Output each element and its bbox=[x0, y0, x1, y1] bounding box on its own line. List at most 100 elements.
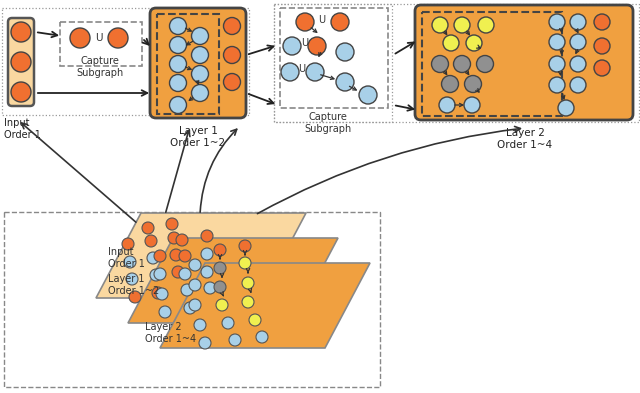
Bar bbox=[60, 22, 142, 66]
Text: U: U bbox=[301, 38, 308, 48]
Circle shape bbox=[176, 234, 188, 246]
Circle shape bbox=[464, 97, 480, 113]
Circle shape bbox=[442, 75, 458, 92]
Circle shape bbox=[170, 18, 186, 35]
Circle shape bbox=[150, 269, 162, 281]
Circle shape bbox=[549, 77, 565, 93]
Circle shape bbox=[154, 250, 166, 262]
Circle shape bbox=[191, 28, 209, 44]
Circle shape bbox=[199, 337, 211, 349]
Circle shape bbox=[558, 100, 574, 116]
FancyBboxPatch shape bbox=[415, 5, 633, 120]
Circle shape bbox=[129, 291, 141, 303]
Circle shape bbox=[549, 14, 565, 30]
Circle shape bbox=[189, 299, 201, 311]
Circle shape bbox=[166, 218, 178, 230]
Circle shape bbox=[70, 28, 90, 48]
Circle shape bbox=[594, 60, 610, 76]
Circle shape bbox=[223, 46, 241, 64]
Circle shape bbox=[478, 17, 494, 33]
Bar bbox=[422, 12, 562, 116]
Circle shape bbox=[201, 230, 213, 242]
Circle shape bbox=[439, 97, 455, 113]
Text: Capture
Subgraph: Capture Subgraph bbox=[76, 56, 124, 77]
Circle shape bbox=[179, 268, 191, 280]
Circle shape bbox=[179, 250, 191, 262]
Text: Layer 1
Order 1~2: Layer 1 Order 1~2 bbox=[108, 274, 159, 296]
Circle shape bbox=[359, 86, 377, 104]
Circle shape bbox=[126, 273, 138, 285]
Circle shape bbox=[229, 334, 241, 346]
Circle shape bbox=[214, 281, 226, 293]
Circle shape bbox=[281, 63, 299, 81]
Text: Layer 2
Order 1~4: Layer 2 Order 1~4 bbox=[497, 128, 552, 150]
Circle shape bbox=[222, 317, 234, 329]
Circle shape bbox=[306, 63, 324, 81]
Circle shape bbox=[431, 55, 449, 72]
Circle shape bbox=[108, 28, 128, 48]
Circle shape bbox=[184, 302, 196, 314]
Circle shape bbox=[170, 55, 186, 72]
Circle shape bbox=[11, 22, 31, 42]
Circle shape bbox=[242, 296, 254, 308]
Circle shape bbox=[142, 222, 154, 234]
Circle shape bbox=[214, 262, 226, 274]
Bar bbox=[274, 4, 639, 122]
Circle shape bbox=[159, 306, 171, 318]
Circle shape bbox=[147, 252, 159, 264]
Text: Capture
Subgraph: Capture Subgraph bbox=[305, 112, 351, 134]
FancyBboxPatch shape bbox=[150, 8, 246, 118]
Text: Input
Order 1: Input Order 1 bbox=[4, 118, 41, 140]
Text: Layer 1
Order 1~2: Layer 1 Order 1~2 bbox=[170, 126, 225, 148]
Polygon shape bbox=[128, 238, 338, 323]
Circle shape bbox=[170, 75, 186, 92]
Text: Input
Order 1: Input Order 1 bbox=[108, 247, 145, 269]
Circle shape bbox=[191, 46, 209, 64]
Circle shape bbox=[549, 34, 565, 50]
Text: U: U bbox=[95, 33, 103, 43]
Circle shape bbox=[170, 249, 182, 261]
Circle shape bbox=[191, 84, 209, 101]
Circle shape bbox=[223, 73, 241, 90]
Circle shape bbox=[466, 35, 482, 51]
Bar bbox=[4, 212, 380, 387]
Circle shape bbox=[336, 43, 354, 61]
Circle shape bbox=[191, 66, 209, 83]
Circle shape bbox=[283, 37, 301, 55]
Circle shape bbox=[11, 82, 31, 102]
FancyBboxPatch shape bbox=[8, 18, 34, 106]
Circle shape bbox=[249, 314, 261, 326]
Circle shape bbox=[239, 257, 251, 269]
Text: Layer 2
Order 1~4: Layer 2 Order 1~4 bbox=[145, 322, 196, 344]
Circle shape bbox=[594, 14, 610, 30]
Circle shape bbox=[204, 282, 216, 294]
Circle shape bbox=[549, 56, 565, 72]
Circle shape bbox=[454, 55, 470, 72]
Circle shape bbox=[181, 284, 193, 296]
Circle shape bbox=[156, 288, 168, 300]
Circle shape bbox=[189, 279, 201, 291]
Circle shape bbox=[570, 77, 586, 93]
Circle shape bbox=[239, 240, 251, 252]
Circle shape bbox=[308, 37, 326, 55]
Circle shape bbox=[145, 235, 157, 247]
Text: U: U bbox=[298, 64, 305, 74]
Circle shape bbox=[223, 18, 241, 35]
Circle shape bbox=[124, 256, 136, 268]
Circle shape bbox=[216, 299, 228, 311]
Circle shape bbox=[296, 13, 314, 31]
Polygon shape bbox=[160, 263, 370, 348]
Bar bbox=[274, 4, 392, 122]
Bar bbox=[2, 8, 249, 115]
Circle shape bbox=[454, 17, 470, 33]
Circle shape bbox=[172, 266, 184, 278]
Bar bbox=[157, 14, 219, 114]
Circle shape bbox=[443, 35, 459, 51]
Circle shape bbox=[170, 37, 186, 53]
Circle shape bbox=[194, 319, 206, 331]
Circle shape bbox=[570, 34, 586, 50]
Circle shape bbox=[201, 248, 213, 260]
Circle shape bbox=[201, 266, 213, 278]
Circle shape bbox=[594, 38, 610, 54]
Circle shape bbox=[336, 73, 354, 91]
